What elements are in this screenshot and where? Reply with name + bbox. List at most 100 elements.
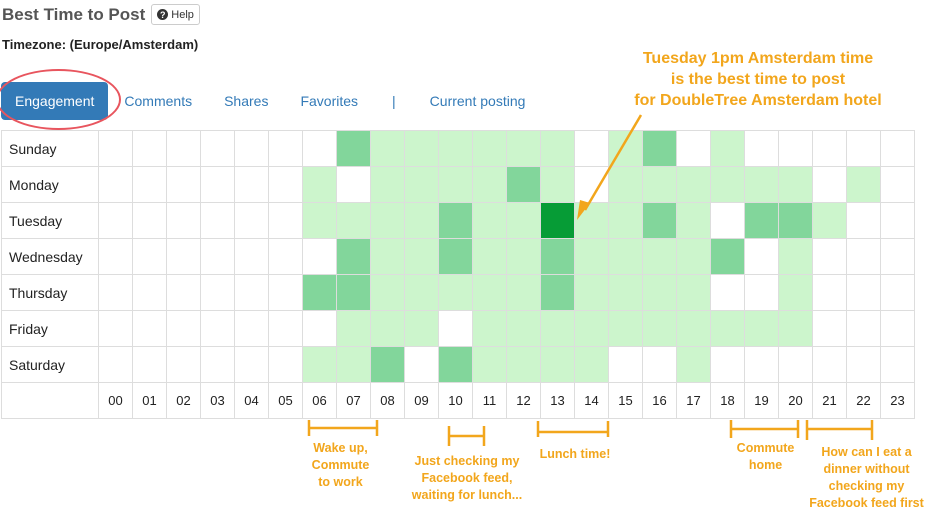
tab-favorites[interactable]: Favorites: [300, 93, 359, 109]
heatmap-cell[interactable]: [200, 310, 235, 347]
heatmap-cell[interactable]: [132, 274, 167, 311]
heatmap-cell[interactable]: [234, 310, 269, 347]
heatmap-cell[interactable]: [540, 346, 575, 383]
heatmap-cell[interactable]: [778, 202, 813, 239]
heatmap-cell[interactable]: [336, 346, 371, 383]
heatmap-cell[interactable]: [472, 202, 507, 239]
heatmap-cell[interactable]: [506, 130, 541, 167]
heatmap-cell[interactable]: [472, 130, 507, 167]
heatmap-cell[interactable]: [166, 202, 201, 239]
heatmap-cell[interactable]: [268, 274, 303, 311]
heatmap-cell[interactable]: [574, 130, 609, 167]
tab-engagement[interactable]: Engagement: [1, 82, 109, 120]
heatmap-cell[interactable]: [302, 130, 337, 167]
heatmap-cell[interactable]: [880, 130, 915, 167]
heatmap-cell[interactable]: [812, 130, 847, 167]
heatmap-cell[interactable]: [778, 310, 813, 347]
heatmap-cell[interactable]: [812, 346, 847, 383]
heatmap-cell[interactable]: [710, 166, 745, 203]
heatmap-cell[interactable]: [846, 346, 881, 383]
heatmap-cell[interactable]: [200, 346, 235, 383]
heatmap-cell[interactable]: [370, 202, 405, 239]
heatmap-cell[interactable]: [438, 238, 473, 275]
heatmap-cell[interactable]: [574, 166, 609, 203]
heatmap-cell[interactable]: [540, 166, 575, 203]
heatmap-cell[interactable]: [880, 166, 915, 203]
heatmap-cell[interactable]: [676, 346, 711, 383]
heatmap-cell[interactable]: [608, 310, 643, 347]
heatmap-cell[interactable]: [438, 274, 473, 311]
heatmap-cell[interactable]: [676, 202, 711, 239]
heatmap-cell[interactable]: [608, 130, 643, 167]
heatmap-cell[interactable]: [676, 274, 711, 311]
heatmap-cell[interactable]: [574, 202, 609, 239]
heatmap-cell[interactable]: [880, 238, 915, 275]
heatmap-cell[interactable]: [574, 238, 609, 275]
heatmap-cell[interactable]: [880, 346, 915, 383]
heatmap-cell[interactable]: [438, 166, 473, 203]
heatmap-cell[interactable]: [438, 310, 473, 347]
heatmap-cell[interactable]: [132, 166, 167, 203]
heatmap-cell[interactable]: [472, 310, 507, 347]
heatmap-cell[interactable]: [710, 238, 745, 275]
heatmap-cell[interactable]: [608, 346, 643, 383]
heatmap-cell[interactable]: [574, 274, 609, 311]
heatmap-cell[interactable]: [302, 166, 337, 203]
heatmap-cell[interactable]: [302, 346, 337, 383]
heatmap-cell[interactable]: [608, 274, 643, 311]
heatmap-cell[interactable]: [200, 238, 235, 275]
heatmap-cell[interactable]: [506, 166, 541, 203]
heatmap-cell[interactable]: [710, 346, 745, 383]
heatmap-cell[interactable]: [336, 238, 371, 275]
heatmap-cell[interactable]: [438, 346, 473, 383]
heatmap-cell[interactable]: [846, 130, 881, 167]
heatmap-cell[interactable]: [404, 166, 439, 203]
heatmap-cell[interactable]: [98, 310, 133, 347]
heatmap-cell[interactable]: [132, 238, 167, 275]
heatmap-cell[interactable]: [676, 310, 711, 347]
heatmap-cell[interactable]: [642, 202, 677, 239]
heatmap-cell[interactable]: [608, 202, 643, 239]
heatmap-cell[interactable]: [234, 346, 269, 383]
heatmap-cell[interactable]: [676, 130, 711, 167]
heatmap-cell[interactable]: [370, 238, 405, 275]
heatmap-cell[interactable]: [166, 346, 201, 383]
heatmap-cell[interactable]: [438, 202, 473, 239]
heatmap-cell[interactable]: [642, 166, 677, 203]
heatmap-cell[interactable]: [234, 238, 269, 275]
heatmap-cell[interactable]: [744, 166, 779, 203]
heatmap-cell[interactable]: [336, 130, 371, 167]
heatmap-cell[interactable]: [744, 346, 779, 383]
heatmap-cell[interactable]: [608, 166, 643, 203]
heatmap-cell[interactable]: [404, 202, 439, 239]
heatmap-cell[interactable]: [98, 274, 133, 311]
heatmap-cell[interactable]: [472, 238, 507, 275]
heatmap-cell[interactable]: [642, 238, 677, 275]
heatmap-cell[interactable]: [880, 310, 915, 347]
heatmap-cell[interactable]: [166, 166, 201, 203]
heatmap-cell[interactable]: [200, 166, 235, 203]
heatmap-cell[interactable]: [336, 202, 371, 239]
heatmap-cell[interactable]: [846, 202, 881, 239]
heatmap-cell[interactable]: [438, 130, 473, 167]
heatmap-cell[interactable]: [166, 238, 201, 275]
heatmap-cell[interactable]: [744, 130, 779, 167]
help-button[interactable]: ? Help: [151, 4, 200, 25]
heatmap-cell[interactable]: [642, 310, 677, 347]
tab-current-posting[interactable]: Current posting: [429, 93, 526, 109]
heatmap-cell[interactable]: [268, 130, 303, 167]
heatmap-cell[interactable]: [404, 310, 439, 347]
heatmap-cell[interactable]: [98, 166, 133, 203]
heatmap-cell[interactable]: [404, 346, 439, 383]
heatmap-cell[interactable]: [812, 310, 847, 347]
heatmap-cell[interactable]: [336, 274, 371, 311]
heatmap-cell[interactable]: [880, 202, 915, 239]
heatmap-cell[interactable]: [98, 346, 133, 383]
heatmap-cell[interactable]: [540, 130, 575, 167]
heatmap-cell[interactable]: [744, 202, 779, 239]
heatmap-cell[interactable]: [710, 274, 745, 311]
heatmap-cell[interactable]: [404, 238, 439, 275]
heatmap-cell[interactable]: [778, 130, 813, 167]
heatmap-cell[interactable]: [574, 310, 609, 347]
heatmap-cell[interactable]: [200, 202, 235, 239]
